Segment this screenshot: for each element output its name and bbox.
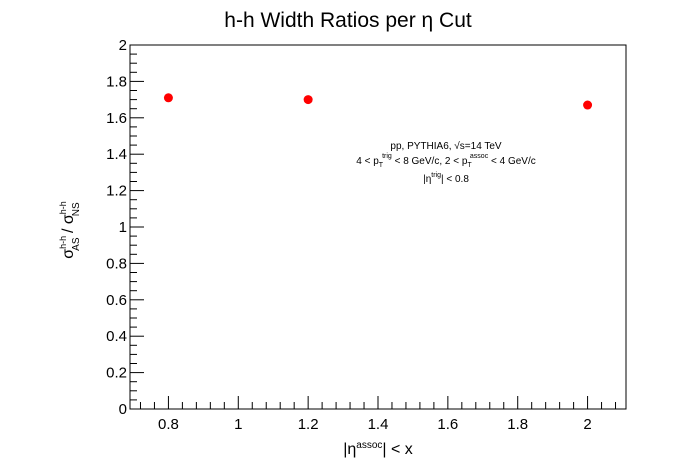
annotation-line2-b-sub: T: [467, 162, 472, 169]
x-tick-label: 1.6: [437, 416, 458, 433]
annotation-line3-a: |η: [423, 174, 431, 185]
x-tick-label: 1.4: [368, 416, 389, 433]
y-label-sub1: AS: [71, 237, 82, 251]
data-point: [303, 95, 313, 105]
x-label-sup: assoc: [356, 440, 382, 451]
data-points: [163, 93, 593, 110]
y-tick-label: 1.2: [106, 183, 127, 200]
annotation-line2-a-sub: T: [379, 162, 384, 169]
annotation-line2-b: < 8 GeV/c, 2 < p: [392, 156, 468, 167]
x-tick-label: 1.8: [507, 416, 528, 433]
x-axis-label: |ηassoc| < x: [343, 440, 413, 458]
x-tick-label: 0.8: [158, 416, 179, 433]
y-axis-label: σh-h AS / σh-h NS: [58, 201, 82, 258]
annotation-line2-a: 4 < p: [356, 156, 379, 167]
annotation-line2-c: < 4 GeV/c: [488, 156, 536, 167]
y-tick-label: 1: [119, 219, 127, 236]
y-axis: 0 0.2 0.4 0.6 0.8 1 1.2 1.4 1.6 1.8 2: [106, 37, 144, 418]
annotation-line1: pp, PYTHIA6, √s=14 TeV: [390, 140, 502, 152]
y-tick-label: 0.8: [106, 255, 127, 272]
y-label-slash: /: [60, 224, 77, 237]
x-label-main: |η: [343, 441, 356, 458]
y-tick-label: 1.4: [106, 146, 127, 163]
y-label-sup1: h-h: [58, 236, 68, 249]
x-tick-label: 2: [583, 416, 591, 433]
annotation-line3: |ηtrig| < 0.8: [423, 172, 469, 185]
x-tick-label: 1: [234, 416, 242, 433]
annotation-line2: 4 < pTtrig < 8 GeV/c, 2 < pTassoc < 4 Ge…: [356, 153, 535, 169]
y-label-sup2: h-h: [58, 201, 68, 214]
x-label-tail: | < x: [382, 441, 412, 458]
annotation-line2-b-sup: assoc: [470, 153, 489, 160]
data-point: [583, 100, 593, 110]
y-label-sigma1: σ: [60, 249, 77, 259]
data-point: [163, 93, 173, 103]
y-tick-label: 0.4: [106, 328, 127, 345]
y-tick-label: 0.2: [106, 365, 127, 382]
y-tick-label: 1.6: [106, 110, 127, 127]
annotation-line3-a-sup: trig: [431, 172, 441, 179]
x-tick-label: 1.2: [298, 416, 319, 433]
y-label-sigma2: σ: [60, 214, 77, 224]
annotation-line2-a-sup: trig: [382, 153, 392, 160]
y-tick-label: 1.8: [106, 73, 127, 90]
y-tick-label: 0.6: [106, 292, 127, 309]
y-tick-label: 0: [119, 401, 127, 418]
y-label-sub2: NS: [71, 202, 82, 216]
annotation-line3-b: | < 0.8: [441, 174, 469, 185]
y-tick-label: 2: [119, 37, 127, 54]
x-axis: 0.8 1 1.2 1.4 1.6 1.8 2: [139, 396, 617, 433]
chart-title: h-h Width Ratios per η Cut: [224, 9, 472, 32]
